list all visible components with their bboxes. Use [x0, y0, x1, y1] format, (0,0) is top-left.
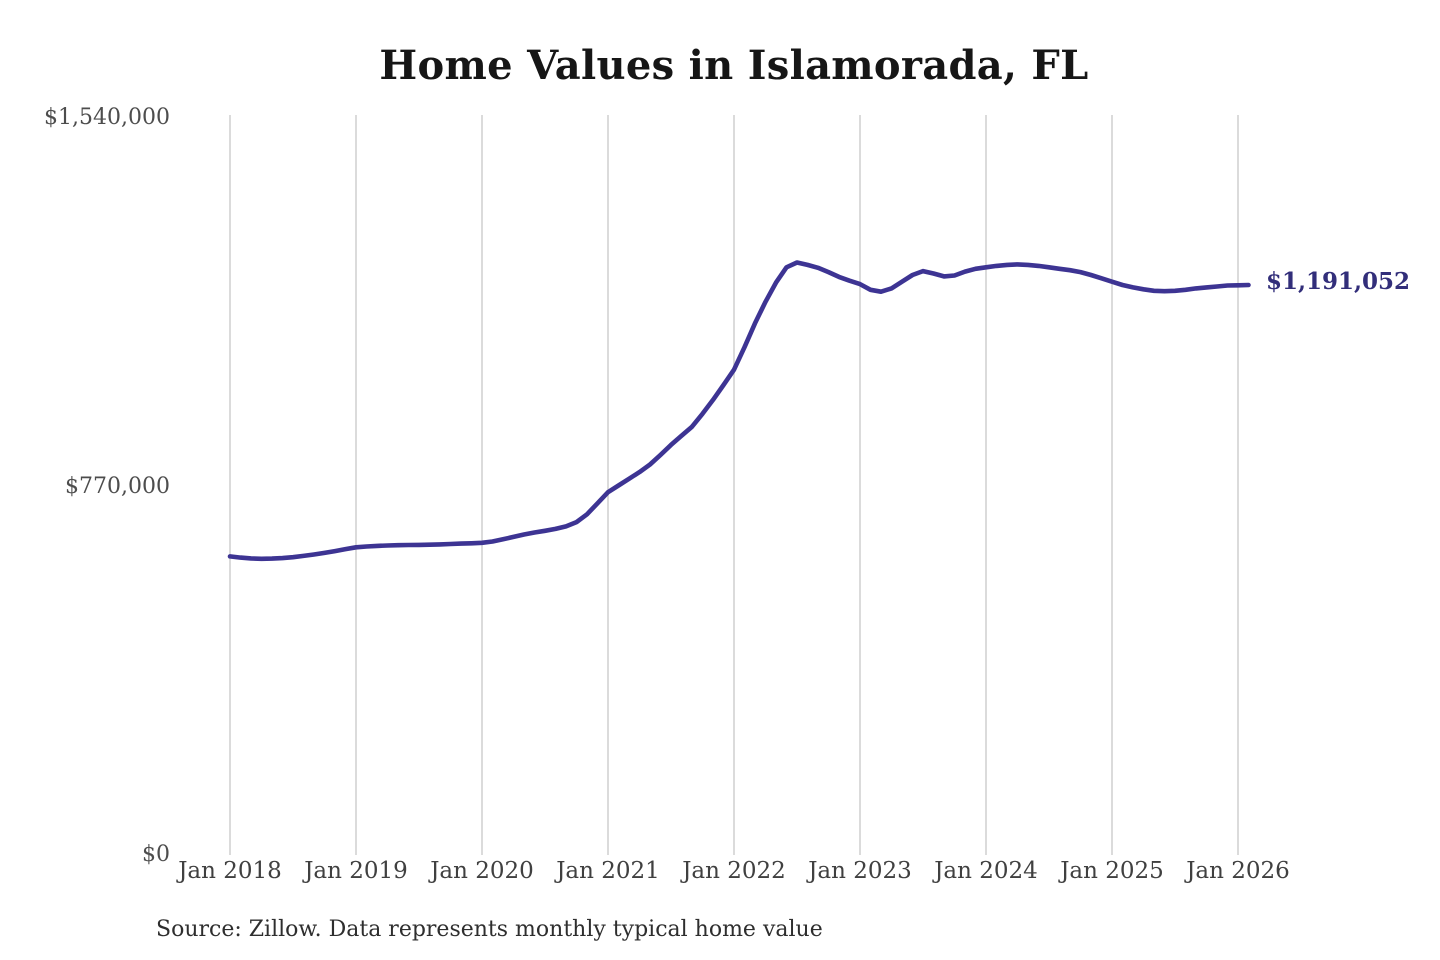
source-note: Source: Zillow. Data represents monthly …	[156, 917, 823, 942]
x-tick-label: Jan 2025	[1060, 858, 1164, 884]
x-tick-label: Jan 2024	[934, 858, 1038, 884]
x-tick-label: Jan 2022	[682, 858, 786, 884]
x-tick-label: Jan 2021	[556, 858, 660, 884]
x-tick-label: Jan 2019	[304, 858, 408, 884]
chart-title: Home Values in Islamorada, FL	[379, 42, 1089, 89]
latest-value-callout: $1,191,052	[1266, 267, 1411, 295]
x-tick-label: Jan 2020	[430, 858, 534, 884]
y-tick-label: $770,000	[65, 473, 170, 499]
y-tick-label: $1,540,000	[44, 105, 170, 130]
home-value-line-series	[227, 260, 1251, 562]
x-tick-label: Jan 2018	[178, 858, 282, 884]
y-tick-label: $0	[142, 842, 170, 867]
x-tick-label: Jan 2026	[1186, 858, 1290, 884]
x-tick-label: Jan 2023	[808, 858, 912, 884]
